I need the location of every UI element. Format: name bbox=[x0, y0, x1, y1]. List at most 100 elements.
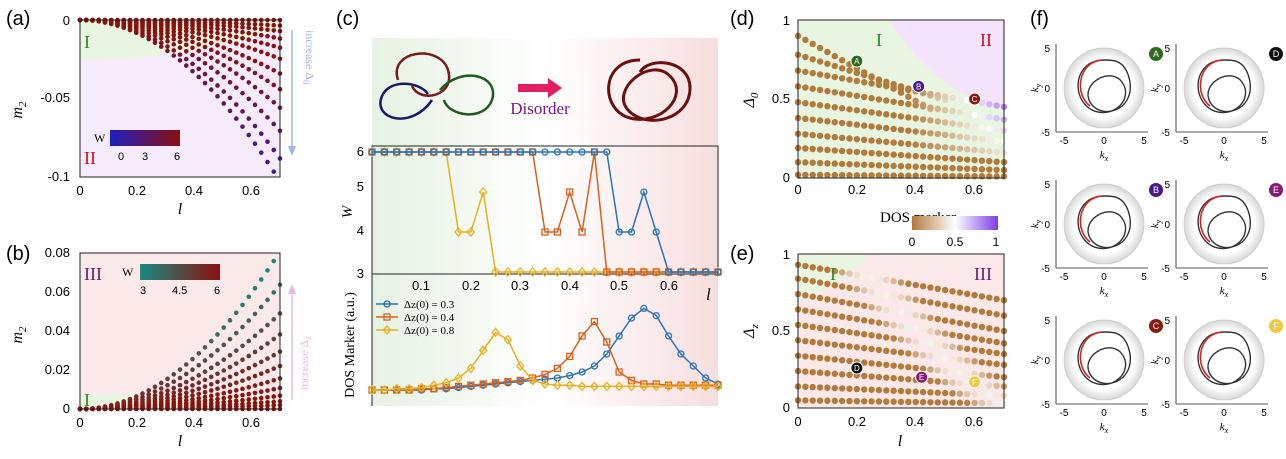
three-loop-knot-icon bbox=[379, 52, 495, 120]
a-point bbox=[190, 61, 195, 67]
f-ytick: 5 bbox=[1044, 44, 1050, 55]
a-point bbox=[246, 132, 252, 138]
f-ytick: -5 bbox=[1041, 128, 1050, 139]
b-point bbox=[258, 304, 264, 310]
b-point bbox=[240, 392, 245, 398]
e-points bbox=[794, 261, 1008, 407]
a-point bbox=[258, 131, 264, 137]
b-point bbox=[227, 318, 233, 323]
c-top-point bbox=[590, 267, 599, 277]
b-point bbox=[258, 400, 264, 406]
e-point bbox=[927, 340, 934, 347]
d-point bbox=[978, 147, 986, 154]
b-point bbox=[271, 290, 277, 295]
f-marker-label: D bbox=[1273, 49, 1280, 59]
d-point bbox=[941, 93, 949, 100]
a-point bbox=[271, 100, 277, 105]
a-point bbox=[165, 44, 170, 49]
e-point bbox=[986, 337, 993, 345]
d-point bbox=[986, 148, 993, 155]
f-marker-C bbox=[1149, 319, 1163, 333]
d-point bbox=[831, 133, 838, 141]
a-point bbox=[215, 22, 220, 28]
d-frame bbox=[797, 19, 1005, 179]
e-point bbox=[802, 353, 809, 360]
b-point bbox=[146, 395, 152, 401]
f-ytick: 0 bbox=[1044, 220, 1050, 231]
d-point bbox=[838, 90, 846, 97]
f-xtick: -5 bbox=[1060, 136, 1069, 147]
e-point bbox=[934, 399, 941, 406]
a-point bbox=[221, 53, 227, 59]
d-point bbox=[802, 84, 809, 91]
e-point bbox=[816, 324, 824, 332]
d-point bbox=[824, 146, 831, 154]
a-point bbox=[196, 36, 202, 42]
b-point bbox=[158, 394, 164, 399]
c-bottom-point bbox=[590, 362, 599, 370]
c-top-point bbox=[528, 148, 537, 156]
e-point bbox=[853, 301, 861, 308]
a-point bbox=[196, 74, 202, 80]
d-point bbox=[927, 172, 934, 180]
e-point bbox=[897, 336, 905, 343]
b-point bbox=[221, 384, 227, 390]
e-point bbox=[964, 334, 971, 341]
e-point bbox=[853, 330, 861, 337]
b-point bbox=[146, 388, 152, 393]
f-ytick: 5 bbox=[1164, 180, 1170, 191]
a-cbar-tick: 0 bbox=[118, 151, 124, 163]
f-ytick: 0 bbox=[1044, 84, 1050, 95]
d-point bbox=[993, 173, 1000, 180]
c-top-plot bbox=[367, 147, 723, 277]
a-point bbox=[240, 109, 245, 114]
d-point bbox=[875, 150, 883, 157]
b-point bbox=[165, 388, 170, 394]
e-point bbox=[883, 347, 890, 354]
d-point bbox=[964, 110, 971, 117]
e-point bbox=[868, 274, 875, 281]
d-point bbox=[868, 95, 875, 102]
f-marker-label: E bbox=[1273, 185, 1279, 195]
knot-red-segment bbox=[1199, 331, 1223, 379]
c-top-point bbox=[380, 148, 389, 156]
e-point bbox=[941, 342, 949, 349]
c-bottom-point bbox=[479, 380, 487, 388]
b-point bbox=[258, 359, 264, 365]
d-point bbox=[890, 139, 897, 146]
a-region-I-label: I bbox=[84, 32, 90, 52]
e-point bbox=[964, 290, 971, 298]
d-point bbox=[883, 172, 890, 179]
d-point bbox=[824, 103, 831, 110]
e-point bbox=[993, 349, 1000, 357]
e-point bbox=[809, 323, 816, 331]
a-point bbox=[246, 37, 252, 43]
e-point bbox=[905, 280, 912, 287]
d-point bbox=[890, 98, 897, 105]
e-point bbox=[868, 360, 875, 367]
e-point bbox=[846, 300, 853, 307]
a-point bbox=[252, 70, 258, 76]
e-point bbox=[978, 293, 986, 300]
c-top-point bbox=[615, 228, 623, 236]
e-point bbox=[853, 344, 861, 351]
c-ytick: 3 bbox=[357, 266, 364, 281]
e-point bbox=[934, 300, 941, 307]
c-bottom-point bbox=[478, 345, 488, 356]
c-top-point bbox=[491, 148, 500, 156]
a-point bbox=[233, 71, 239, 76]
e-point bbox=[809, 264, 816, 271]
e-point bbox=[838, 357, 846, 364]
b-point bbox=[196, 373, 202, 378]
b-point bbox=[265, 399, 270, 405]
b-point bbox=[208, 365, 214, 371]
d-point bbox=[802, 53, 809, 61]
e-point bbox=[934, 378, 941, 385]
f-xtick: 5 bbox=[1141, 136, 1147, 147]
panel-d-letter: (d) bbox=[730, 8, 754, 30]
e-point bbox=[816, 279, 824, 286]
a-point bbox=[208, 77, 214, 82]
b-point bbox=[215, 379, 220, 385]
d-point bbox=[883, 82, 890, 90]
d-point bbox=[949, 120, 956, 127]
